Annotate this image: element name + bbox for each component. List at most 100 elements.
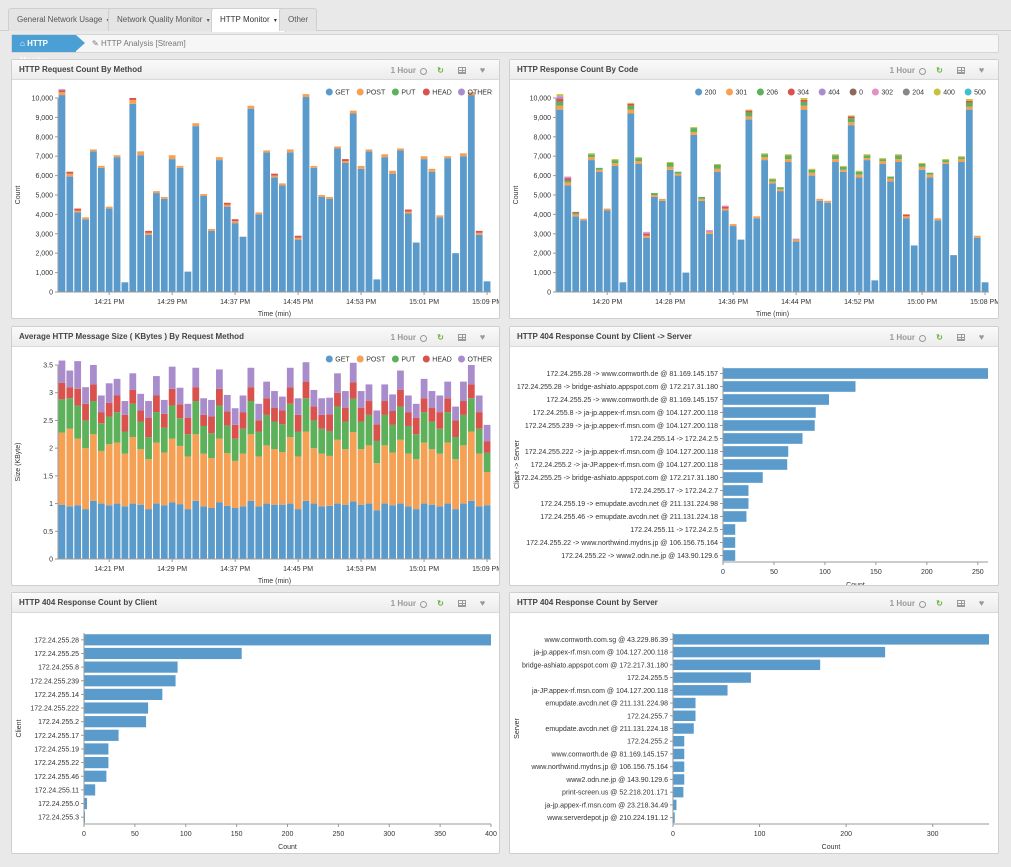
grid-icon[interactable]: [451, 331, 472, 343]
grid-icon[interactable]: [950, 597, 971, 609]
bar-segment-put: [208, 433, 215, 459]
404-by-client-chart: 172.24.255.28 172.24.255.25 172.24.255.8 17…: [16, 633, 497, 851]
time-range-button[interactable]: 1 Hour: [890, 331, 929, 343]
hbar: [673, 736, 685, 747]
x-tick-label: 200: [921, 569, 933, 576]
refresh-icon[interactable]: ↻: [936, 65, 943, 75]
grid-icon[interactable]: [950, 331, 971, 343]
tab-general-network-usage[interactable]: General Network Usage ▾: [8, 8, 119, 31]
heart-icon[interactable]: ♥: [479, 65, 486, 75]
legend-label: 206: [766, 90, 778, 97]
grid-icon[interactable]: [950, 64, 971, 76]
bar-segment-get: [74, 212, 82, 292]
bar-segment-206: [651, 193, 658, 195]
time-range-button[interactable]: 1 Hour: [890, 64, 929, 76]
bar-segment-get: [184, 509, 192, 559]
breadcrumb-current[interactable]: ✎ HTTP Analysis [Stream]: [92, 35, 186, 52]
hbar: [723, 433, 803, 444]
bar-segment-get: [460, 156, 467, 292]
bar-segment-other: [412, 403, 420, 418]
x-tick-label: 14:53 PM: [346, 299, 376, 306]
y-tick-label: 4,000: [35, 212, 53, 219]
grid-icon[interactable]: [451, 64, 472, 76]
bar-segment-put: [90, 401, 97, 435]
bar-segment-put: [436, 428, 444, 454]
bar-segment-post: [255, 456, 263, 507]
refresh-icon[interactable]: ↻: [936, 332, 943, 342]
bar-segment-head: [263, 398, 271, 415]
panel-404-by-client: HTTP 404 Response Count by Client 1 Hour…: [11, 592, 500, 854]
refresh-icon[interactable]: ↻: [437, 65, 444, 75]
bar-segment-post: [247, 105, 255, 109]
bar-segment-get: [475, 506, 483, 559]
bar-segment-get: [200, 195, 208, 292]
time-range-button[interactable]: 1 Hour: [391, 64, 430, 76]
legend-swatch-200: [695, 88, 703, 96]
x-tick-label: 300: [927, 831, 939, 838]
bar-segment-200: [556, 109, 564, 292]
grid-icon[interactable]: [451, 597, 472, 609]
refresh-icon[interactable]: ↻: [437, 598, 444, 608]
refresh-icon[interactable]: ↻: [437, 332, 444, 342]
bar-segment-get: [326, 198, 333, 292]
bar-segment-200: [926, 177, 934, 292]
hbar: [673, 761, 685, 772]
legend-swatch-301: [726, 88, 733, 96]
x-axis-label: Time (min): [258, 311, 291, 318]
tab-other[interactable]: Other: [279, 8, 318, 31]
legend-swatch-0: [849, 88, 857, 96]
heart-icon[interactable]: ♥: [978, 65, 985, 75]
legend-label: 400: [943, 90, 955, 97]
bar-segment-put: [168, 405, 176, 439]
bar-segment-301: [564, 182, 572, 186]
x-tick-label: 15:01 PM: [409, 299, 439, 306]
bar-segment-200: [564, 185, 572, 292]
breadcrumb-home[interactable]: ⌂ HTTP Monitor: [12, 35, 76, 65]
heart-icon[interactable]: ♥: [978, 598, 985, 608]
bar-segment-get: [113, 503, 121, 559]
bar-segment-200: [981, 282, 989, 292]
y-tick-label: 1.5: [43, 473, 53, 480]
bar-segment-get: [483, 281, 491, 292]
bar-segment-400: [918, 162, 926, 164]
bar-segment-post: [294, 456, 302, 510]
bar-segment-post: [452, 459, 459, 510]
breadcrumb-arrow: [76, 35, 85, 51]
legend-label: GET: [335, 90, 350, 97]
tab-network-quality-monitor[interactable]: Network Quality Monitor ▾: [108, 8, 219, 31]
legend-swatch-304: [787, 88, 795, 96]
heart-icon[interactable]: ♥: [479, 598, 486, 608]
bar-segment-301: [832, 159, 839, 163]
bar-segment-301: [855, 174, 863, 178]
time-range-button[interactable]: 1 Hour: [391, 331, 430, 343]
bar-segment-head: [129, 389, 137, 404]
time-range-button[interactable]: 1 Hour: [391, 597, 430, 609]
bar-segment-301: [902, 216, 910, 219]
bar-segment-head: [58, 382, 66, 400]
panel-title: HTTP 404 Response Count by Client -> Ser…: [517, 332, 692, 341]
heart-icon[interactable]: ♥: [479, 332, 486, 342]
bar-segment-get: [160, 198, 168, 292]
time-range-button[interactable]: 1 Hour: [890, 597, 929, 609]
bar-segment-head: [436, 412, 444, 429]
bar-segment-post: [137, 151, 145, 156]
category-label: 172.24.255.222: [30, 706, 79, 713]
refresh-icon[interactable]: ↻: [936, 598, 943, 608]
bar-segment-301: [627, 109, 635, 114]
heart-icon[interactable]: ♥: [978, 332, 985, 342]
bar-segment-post: [436, 453, 444, 507]
tab-label: HTTP Monitor: [220, 15, 270, 24]
bar-segment-other: [373, 410, 381, 425]
bar-segment-get: [129, 503, 137, 559]
bar-segment-304: [572, 211, 580, 213]
bar-segment-other: [231, 408, 239, 425]
hbar: [84, 688, 163, 700]
bar-segment-other: [168, 366, 176, 389]
hbar: [723, 420, 815, 431]
tab-http-monitor[interactable]: HTTP Monitor ▾: [211, 8, 286, 32]
bar-segment-get: [318, 196, 326, 292]
bar-segment-other: [90, 365, 97, 385]
category-label: 172.24.255.25 -> bridge-ashiato.appspot.…: [517, 475, 718, 482]
y-tick-label: 0: [49, 557, 53, 564]
bar-segment-301: [635, 161, 643, 164]
